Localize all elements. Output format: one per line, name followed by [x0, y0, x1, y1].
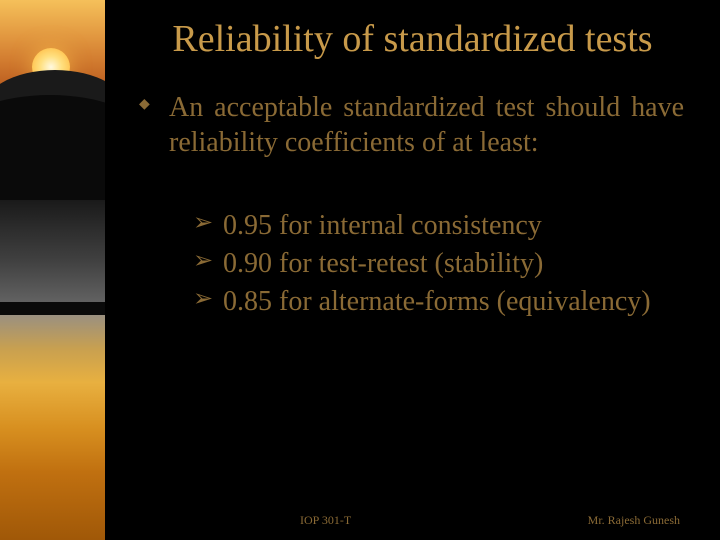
slide-title: Reliability of standardized tests: [135, 18, 690, 62]
footer-course-code: IOP 301-T: [300, 513, 351, 528]
sub-bullet-item: 0.95 for internal consistency: [193, 208, 684, 244]
sub-bullet-item: 0.90 for test-retest (stability): [193, 246, 684, 282]
footer-author: Mr. Rajesh Gunesh: [588, 513, 680, 528]
water-reflection: [0, 315, 105, 540]
mountain-silhouette-2: [0, 95, 105, 215]
sub-bullet-list: 0.95 for internal consistency 0.90 for t…: [135, 208, 690, 321]
sidebar-photo: [0, 0, 105, 540]
content-area: Reliability of standardized tests An acc…: [105, 0, 720, 540]
main-bullet: An acceptable standardized test should h…: [135, 90, 690, 160]
sub-bullet-item: 0.85 for alternate-forms (equivalency): [193, 284, 684, 320]
